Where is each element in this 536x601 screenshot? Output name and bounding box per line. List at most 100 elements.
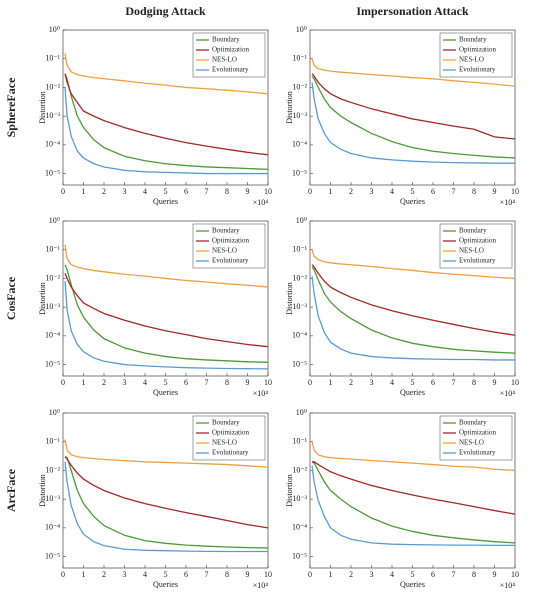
x-tick-label: 7	[452, 378, 456, 387]
series-line	[64, 87, 268, 175]
x-tick-label: 8	[472, 378, 476, 387]
series-line	[64, 244, 269, 288]
x-tick-label: 5	[164, 378, 168, 387]
series-line	[64, 73, 269, 156]
x-tick-label: 9	[246, 187, 250, 196]
y-axis-label: Distortion	[285, 91, 294, 123]
x-tick-label: 0	[61, 187, 65, 196]
x-tick-label: 7	[205, 378, 209, 387]
y-axis-label: Distortion	[38, 282, 47, 314]
y-tick-label: 10⁻⁵	[45, 168, 60, 177]
legend-label: Evolutionary	[212, 257, 249, 265]
x-axis-label: Queries	[153, 388, 178, 397]
x-tick-label: 8	[472, 187, 476, 196]
x-tick-label: 4	[390, 378, 394, 387]
x-tick-label: 7	[452, 187, 456, 196]
series-line	[311, 58, 516, 87]
x-tick-label: 9	[246, 378, 250, 387]
x-tick-label: 7	[452, 570, 456, 579]
series-line	[64, 73, 269, 171]
legend-label: Evolutionary	[459, 449, 496, 457]
y-tick-label: 10⁻³	[45, 494, 60, 503]
x-tick-label: 5	[411, 187, 415, 196]
y-axis-label: Distortion	[38, 91, 47, 123]
x-tick-label: 6	[431, 570, 435, 579]
x-tick-label: 4	[143, 187, 147, 196]
x-tick-label: 3	[123, 570, 127, 579]
y-tick-label: 10⁻¹	[292, 437, 307, 446]
legend-label: Optimization	[459, 429, 496, 437]
series-line	[311, 75, 516, 159]
x-tick-label: 9	[493, 378, 497, 387]
x-tick-label: 1	[82, 187, 86, 196]
x-multiplier: ×10⁴	[253, 389, 269, 398]
x-axis-label: Queries	[400, 580, 425, 589]
y-tick-label: 10⁻²	[292, 273, 307, 282]
legend-label: NES-LO	[459, 247, 484, 255]
y-tick-label: 10⁻³	[292, 111, 307, 120]
x-tick-label: 1	[82, 378, 86, 387]
y-tick-label: 10⁻³	[45, 111, 60, 120]
legend-label: Evolutionary	[212, 66, 249, 74]
x-multiplier: ×10⁴	[500, 581, 516, 590]
x-axis-label: Queries	[400, 388, 425, 397]
x-tick-label: 4	[390, 570, 394, 579]
x-tick-label: 1	[329, 378, 333, 387]
column-title: Dodging Attack	[125, 4, 206, 18]
y-tick-label: 10⁰	[49, 408, 60, 417]
x-tick-label: 6	[431, 187, 435, 196]
y-tick-label: 10⁻¹	[292, 54, 307, 63]
x-multiplier: ×10⁴	[500, 389, 516, 398]
legend-label: Boundary	[212, 227, 240, 235]
legend-label: Boundary	[212, 419, 240, 427]
y-tick-label: 10⁻⁴	[45, 523, 60, 532]
x-tick-label: 2	[349, 570, 353, 579]
series-line	[64, 281, 269, 370]
y-tick-label: 10⁰	[49, 25, 60, 34]
x-multiplier: ×10⁴	[500, 198, 516, 207]
x-tick-label: 0	[308, 187, 312, 196]
x-tick-label: 8	[225, 570, 229, 579]
x-tick-label: 0	[308, 570, 312, 579]
x-multiplier: ×10⁴	[253, 581, 269, 590]
series-line	[311, 465, 515, 547]
x-tick-label: 3	[370, 378, 374, 387]
y-tick-label: 10⁻¹	[45, 437, 60, 446]
y-tick-label: 10⁻¹	[292, 245, 307, 254]
x-tick-label: 4	[143, 378, 147, 387]
y-tick-label: 10⁻³	[292, 302, 307, 311]
y-tick-label: 10⁻⁵	[45, 551, 60, 560]
y-tick-label: 10⁰	[49, 216, 60, 225]
x-axis-label: Queries	[153, 197, 178, 206]
series-line	[64, 264, 269, 363]
y-tick-label: 10⁻⁴	[292, 523, 307, 532]
legend-label: Boundary	[212, 36, 240, 44]
series-line	[311, 461, 516, 544]
y-tick-label: 10⁻²	[45, 465, 60, 474]
x-tick-label: 4	[390, 187, 394, 196]
series-line	[64, 439, 269, 468]
y-tick-label: 10⁻⁴	[45, 331, 60, 340]
y-tick-label: 10⁻⁴	[292, 331, 307, 340]
row-label: SphereFace	[4, 77, 18, 137]
x-tick-label: 2	[349, 378, 353, 387]
x-tick-label: 10	[511, 187, 519, 196]
x-tick-label: 1	[329, 187, 333, 196]
x-tick-label: 10	[511, 378, 519, 387]
x-axis-label: Queries	[153, 580, 178, 589]
legend-label: Optimization	[459, 237, 496, 245]
legend-label: Optimization	[459, 46, 496, 54]
x-tick-label: 3	[123, 187, 127, 196]
x-tick-label: 2	[349, 187, 353, 196]
series-line	[64, 456, 269, 529]
series-line	[312, 461, 516, 515]
y-tick-label: 10⁰	[296, 25, 307, 34]
y-tick-label: 10⁻¹	[45, 245, 60, 254]
legend-label: Evolutionary	[459, 257, 496, 265]
x-tick-label: 6	[184, 378, 188, 387]
y-tick-label: 10⁻⁵	[292, 551, 307, 560]
legend-label: Boundary	[459, 419, 487, 427]
series-line	[311, 441, 516, 472]
x-tick-label: 9	[493, 187, 497, 196]
x-tick-label: 2	[102, 378, 106, 387]
